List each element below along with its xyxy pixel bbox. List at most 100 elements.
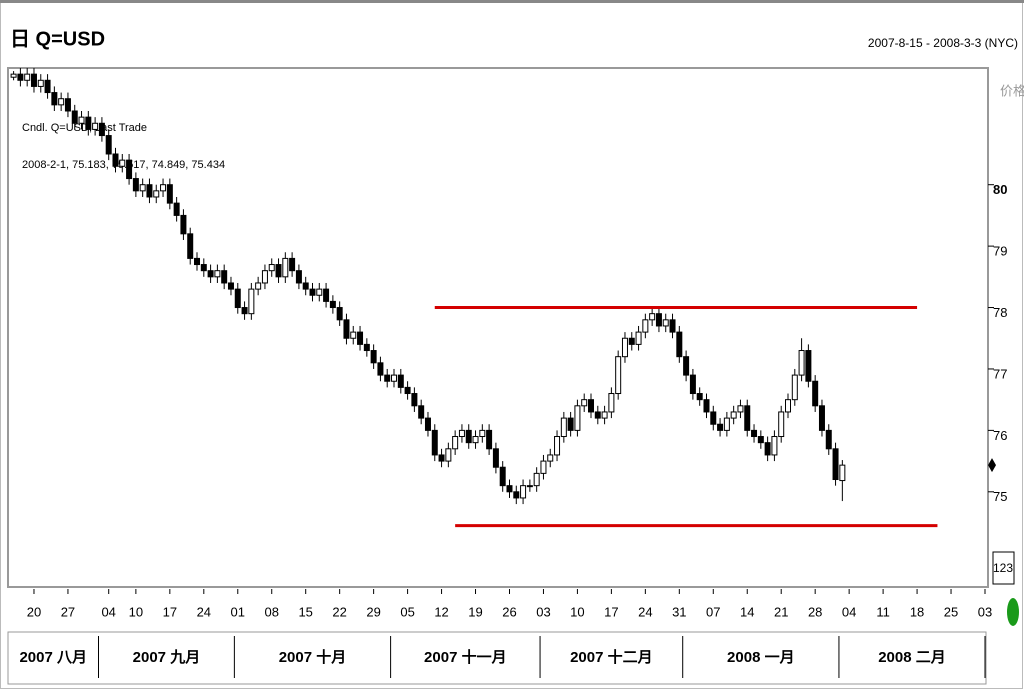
- candle-body: [37, 79, 44, 87]
- y-tick-label: 76: [993, 428, 1007, 443]
- candle-body: [139, 184, 146, 192]
- candle-body: [757, 436, 764, 444]
- candle-body: [316, 288, 323, 296]
- candle-body: [153, 190, 160, 198]
- candle-body: [710, 411, 717, 425]
- y-tick-label: 80: [993, 182, 1007, 197]
- candle-body: [540, 460, 547, 474]
- candle-body: [601, 411, 608, 419]
- top-edge: [0, 0, 1024, 3]
- x-tick-label: 28: [808, 604, 822, 619]
- month-label: 2007 十月: [279, 648, 347, 666]
- x-tick-label: 07: [706, 604, 720, 619]
- candle-body: [180, 214, 187, 235]
- candle-body: [615, 356, 622, 395]
- candle-body: [214, 270, 221, 278]
- x-tick-label: 22: [332, 604, 346, 619]
- candle-body: [812, 380, 819, 407]
- candle-body: [24, 73, 31, 81]
- candle-body: [92, 122, 99, 130]
- candle-body: [791, 374, 798, 401]
- x-tick-label: 21: [774, 604, 788, 619]
- x-tick-label: 11: [876, 604, 890, 619]
- candle-body: [78, 116, 85, 124]
- candle-body: [649, 313, 656, 321]
- month-label: 2007 十一月: [424, 648, 507, 666]
- y-tick-label: 79: [993, 244, 1007, 259]
- candle-body: [221, 270, 228, 284]
- candle-body: [160, 184, 167, 192]
- candle-body: [574, 405, 581, 431]
- candle-body: [336, 307, 343, 321]
- date-range: 2007-8-15 - 2008-3-3 (NYC): [868, 36, 1018, 50]
- candle-body: [581, 399, 588, 407]
- candle-body: [275, 264, 282, 278]
- candle-body: [64, 98, 71, 112]
- candle-body: [737, 405, 744, 413]
- month-label: 2007 八月: [19, 649, 87, 666]
- x-tick-label: 03: [978, 604, 992, 619]
- x-tick-label: 10: [129, 604, 143, 619]
- x-tick-label: 05: [400, 604, 414, 619]
- candle-body: [30, 73, 37, 87]
- candle-body: [323, 288, 330, 302]
- y-tick-label: 75: [993, 489, 1007, 504]
- x-tick-label: 01: [231, 604, 245, 619]
- candle-body: [547, 454, 554, 462]
- candle-body: [567, 417, 574, 431]
- candle-body: [58, 98, 65, 106]
- y-tick-label: 78: [993, 305, 1007, 320]
- candle-body: [187, 233, 194, 259]
- candle-body: [669, 319, 676, 333]
- status-indicator[interactable]: [1007, 598, 1019, 626]
- candle-body: [255, 282, 262, 290]
- candle-body: [696, 393, 703, 401]
- candle-body: [492, 448, 499, 468]
- candle-body: [10, 73, 17, 78]
- candle-body: [621, 337, 628, 358]
- candle-body: [717, 423, 724, 431]
- candle-body: [363, 343, 370, 352]
- scale-box-label: 123: [993, 561, 1013, 575]
- candle-body: [424, 417, 431, 431]
- candle-body: [302, 282, 309, 290]
- x-tick-label: 24: [197, 604, 211, 619]
- candle-body: [526, 485, 533, 488]
- x-tick-label: 04: [101, 604, 115, 619]
- x-tick-label: 10: [570, 604, 584, 619]
- candle-body: [227, 282, 234, 290]
- candle-body: [207, 270, 214, 278]
- candle-body: [173, 202, 180, 216]
- candle-body: [248, 288, 255, 315]
- scale-box: [992, 551, 1015, 585]
- candle-body: [418, 405, 425, 419]
- candle-body: [486, 429, 493, 450]
- candle-body: [404, 386, 411, 395]
- candle-body: [764, 442, 771, 456]
- candle-body: [560, 417, 567, 438]
- candle-body: [554, 436, 561, 456]
- candle-body: [452, 436, 459, 450]
- last-price-marker: [988, 458, 996, 473]
- candle-body: [132, 178, 139, 192]
- x-tick-label: 27: [61, 604, 75, 619]
- candle-body: [655, 313, 662, 327]
- candle-body: [126, 159, 133, 180]
- candle-body: [194, 257, 201, 266]
- candle-body: [689, 374, 696, 395]
- candle-body: [44, 79, 51, 94]
- candle-body: [818, 405, 825, 431]
- candle-body: [445, 448, 452, 462]
- candle-body: [588, 399, 595, 413]
- candle-body: [289, 257, 296, 272]
- month-label: 2008 二月: [878, 649, 946, 666]
- candle-body: [105, 135, 112, 155]
- candle-body: [397, 374, 404, 388]
- x-tick-label: 17: [604, 604, 618, 619]
- candle-body: [391, 374, 398, 382]
- candle-body: [350, 331, 357, 339]
- candle-body: [635, 331, 642, 345]
- candle-body: [234, 288, 241, 309]
- candle-body: [17, 73, 24, 81]
